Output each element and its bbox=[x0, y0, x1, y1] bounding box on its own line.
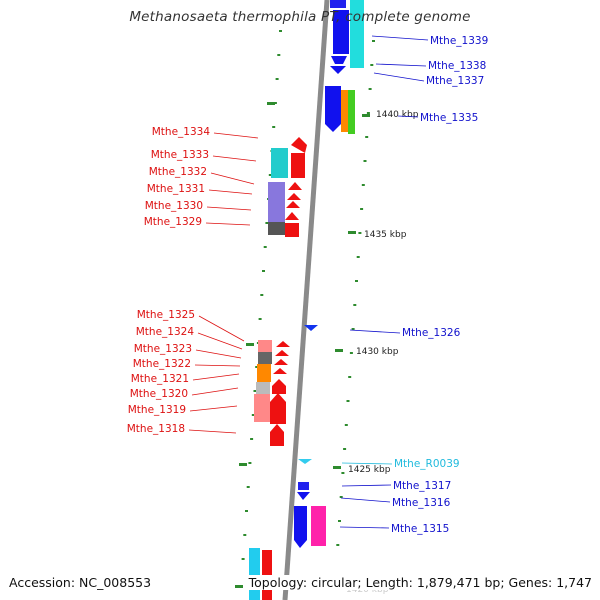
gene-label-mthe-1339: Mthe_1339 bbox=[430, 35, 488, 47]
gene-label-mthe-1319: Mthe_1319 bbox=[128, 404, 186, 416]
rna-label-line bbox=[341, 462, 393, 465]
gene-label-mthe-r0039: Mthe_R0039 bbox=[394, 458, 460, 470]
gene-label-mthe-1332: Mthe_1332 bbox=[149, 166, 207, 178]
gene-label-mthe-1321: Mthe_1321 bbox=[131, 373, 189, 385]
gene-label-mthe-1338: Mthe_1338 bbox=[428, 60, 486, 72]
gene-label-mthe-1325: Mthe_1325 bbox=[137, 309, 195, 321]
genome-summary: Topology: circular; Length: 1,879,471 bp… bbox=[244, 575, 592, 590]
right-label-lines bbox=[339, 35, 429, 529]
gene-label-mthe-1330: Mthe_1330 bbox=[145, 200, 203, 212]
gene-label-mthe-1315: Mthe_1315 bbox=[391, 523, 449, 535]
accession-text: Accession: NC_008553 bbox=[9, 575, 152, 590]
gene-label-mthe-1333: Mthe_1333 bbox=[151, 149, 209, 161]
outer-dotted-ring bbox=[336, 40, 375, 546]
gene-label-mthe-1318: Mthe_1318 bbox=[127, 423, 185, 435]
genome-title: Methanosaeta thermophila PT, complete ge… bbox=[129, 9, 471, 25]
gene-label-mthe-1317: Mthe_1317 bbox=[393, 480, 451, 492]
gene-label-mthe-1320: Mthe_1320 bbox=[130, 388, 188, 400]
tick-label-1430: 1430 kbp bbox=[356, 347, 399, 357]
right-strand-features bbox=[294, 0, 364, 548]
gene-label-mthe-1335: Mthe_1335 bbox=[420, 112, 478, 124]
gene-label-mthe-1322: Mthe_1322 bbox=[133, 358, 191, 370]
inner-dotted-ring bbox=[241, 30, 282, 560]
gene-label-mthe-1329: Mthe_1329 bbox=[144, 216, 202, 228]
gene-label-mthe-1331: Mthe_1331 bbox=[147, 183, 205, 195]
left-label-lines bbox=[188, 132, 259, 434]
left-gene-labels: Mthe_1334 Mthe_1333 Mthe_1332 Mthe_1331 … bbox=[127, 126, 211, 435]
tick-label-1435: 1435 kbp bbox=[364, 230, 407, 240]
tick-label-1425: 1425 kbp bbox=[348, 465, 391, 475]
right-gene-labels: Mthe_1339 Mthe_1338 Mthe_1337 Mthe_1335 … bbox=[391, 35, 488, 535]
gene-label-mthe-1316: Mthe_1316 bbox=[392, 497, 451, 509]
genome-backbone bbox=[282, 0, 330, 600]
gene-label-mthe-1323: Mthe_1323 bbox=[134, 343, 192, 355]
gene-label-mthe-1337: Mthe_1337 bbox=[426, 75, 484, 87]
gene-label-mthe-1324: Mthe_1324 bbox=[136, 326, 195, 338]
gene-label-mthe-1334: Mthe_1334 bbox=[152, 126, 211, 138]
gene-label-mthe-1326: Mthe_1326 bbox=[402, 327, 461, 339]
tick-label-1420: 1420 kbp bbox=[346, 585, 389, 595]
tick-label-1440: 1440 kbp bbox=[376, 110, 419, 120]
